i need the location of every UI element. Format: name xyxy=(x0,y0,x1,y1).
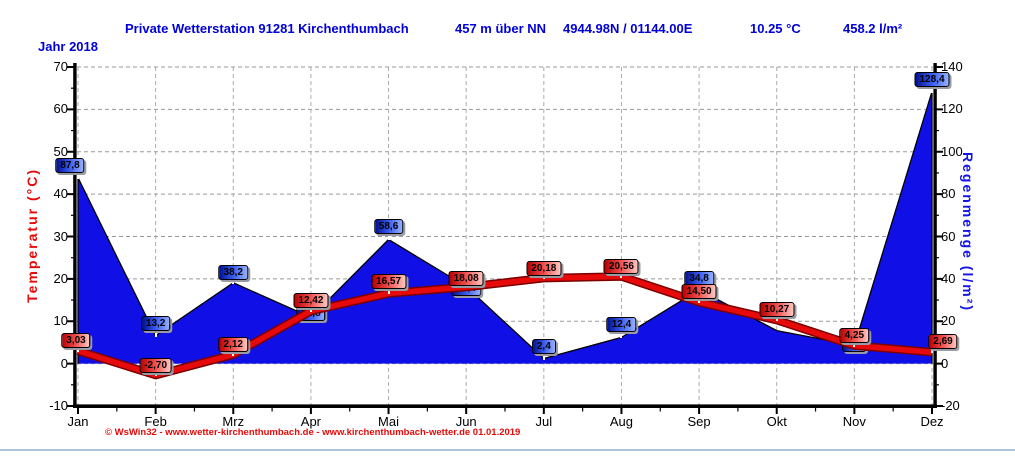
temp-value-label-connector xyxy=(77,346,79,352)
station-coordinates: 4944.98N / 01144.00E xyxy=(563,21,693,36)
temp-value-label: 20,56 xyxy=(603,258,639,274)
temp-value-label: 2,69 xyxy=(928,334,958,350)
rain-value-label: 38,2 xyxy=(218,264,248,280)
temp-value-label-connector xyxy=(542,275,545,280)
rainfall-axis-title: Regenmenge (l/m²) xyxy=(960,152,976,313)
x-axis-month-label: Jul xyxy=(535,414,553,429)
rainfall-axis-tick-label: 40 xyxy=(941,270,956,286)
rainfall-axis-tick-label: 80 xyxy=(941,186,956,202)
temperature-axis-tick-label: 10 xyxy=(53,313,68,329)
temp-value-label-connector xyxy=(775,316,778,322)
station-title: Private Wetterstation 91281 Kirchenthumb… xyxy=(125,21,409,36)
x-axis-month-label: Aug xyxy=(609,414,634,429)
rain-value-label: 58,6 xyxy=(373,219,404,235)
rainfall-axis-tick-label: -20 xyxy=(941,398,960,413)
bottom-axis-line xyxy=(73,404,937,408)
x-axis-month-label: Mrz xyxy=(222,414,245,429)
temp-value-label-connector xyxy=(853,341,856,347)
x-axis-month-label: Apr xyxy=(300,414,322,429)
temp-value-label: 10,27 xyxy=(759,302,795,318)
temp-value-label: -2,70 xyxy=(139,358,173,374)
left-axis-line xyxy=(73,63,77,408)
year-total-rainfall: 458.2 l/m² xyxy=(843,21,903,36)
x-axis-month-label: Jan xyxy=(67,414,89,429)
rain-value-label: 13,2 xyxy=(140,315,171,331)
rain-value-label-connector xyxy=(931,85,933,93)
x-axis-month-label: Nov xyxy=(842,414,866,429)
temperature-axis-tick-label: -10 xyxy=(49,398,68,413)
temp-value-label-connector xyxy=(309,306,312,312)
temp-value-label: 14,50 xyxy=(681,284,717,300)
station-altitude: 457 m über NN xyxy=(455,21,547,36)
temp-value-label: 18,08 xyxy=(448,271,484,286)
temp-value-label: 4,25 xyxy=(839,327,870,343)
copyright-footer: © WsWin32 - www.wetter-kirchenthumbach.d… xyxy=(105,427,521,438)
temp-value-label: 20,18 xyxy=(526,261,562,277)
temperature-line xyxy=(77,273,933,378)
temp-value-label: 2,12 xyxy=(218,336,248,352)
rainfall-axis-tick-label: 60 xyxy=(941,228,956,244)
temperature-axis-tick-label: 70 xyxy=(53,59,68,74)
year-average-temperature: 10.25 °C xyxy=(750,21,801,36)
temp-value-label-connector xyxy=(698,298,701,304)
rain-value-label-connector xyxy=(77,171,79,179)
rain-value-label-connector xyxy=(387,233,390,241)
temp-value-label: 3,03 xyxy=(61,332,91,348)
temp-value-label: 16,57 xyxy=(371,274,407,290)
temperature-axis-tick-label: 50 xyxy=(53,143,68,159)
rainfall-axis-tick-label: 20 xyxy=(941,313,956,329)
x-axis-month-label: Mai xyxy=(378,414,399,429)
temp-value-label-connector xyxy=(620,272,623,278)
temperature-line-edge xyxy=(76,272,933,380)
right-axis-line xyxy=(933,63,937,408)
temperature-axis-tick-label: 0 xyxy=(60,355,68,371)
rainfall-axis-tick-label: 0 xyxy=(941,355,949,371)
rain-value-label: 128,4 xyxy=(914,71,950,87)
rain-value-label-connector xyxy=(542,352,545,360)
rainfall-area-outline xyxy=(77,91,933,364)
temp-value-label-connector xyxy=(931,348,933,354)
temperature-axis-tick-label: 60 xyxy=(53,101,68,117)
temp-value-label-connector xyxy=(154,372,157,377)
year-label: Jahr 2018 xyxy=(38,39,98,54)
x-axis-month-label: Sep xyxy=(687,414,711,429)
temp-value-label: 12,42 xyxy=(293,292,329,308)
rain-value-label: 87,8 xyxy=(55,157,85,173)
rain-value-label-connector xyxy=(620,331,623,339)
x-axis-month-label: Jun xyxy=(455,414,477,429)
x-axis-month-label: Feb xyxy=(144,414,167,429)
temperature-axis-tick-label: 30 xyxy=(53,228,68,244)
window-bottom-border xyxy=(0,449,1015,451)
rain-value-label: 12,4 xyxy=(606,317,637,333)
temp-value-label-connector xyxy=(387,288,390,295)
x-axis-month-label: Dez xyxy=(920,414,944,429)
x-axis-month-label: Okt xyxy=(766,414,787,429)
temperature-axis-tick-label: 20 xyxy=(53,270,68,286)
rainfall-axis-tick-label: 120 xyxy=(941,101,963,117)
rain-value-label-connector xyxy=(154,329,157,337)
rain-value-label: 2,4 xyxy=(531,338,556,354)
rainfall-area xyxy=(78,91,932,364)
rainfall-axis-tick-label: 100 xyxy=(941,143,963,159)
temp-value-label-connector xyxy=(232,350,235,356)
temperature-axis-tick-label: 40 xyxy=(53,186,68,202)
rainfall-axis-tick-label: 140 xyxy=(941,59,963,74)
